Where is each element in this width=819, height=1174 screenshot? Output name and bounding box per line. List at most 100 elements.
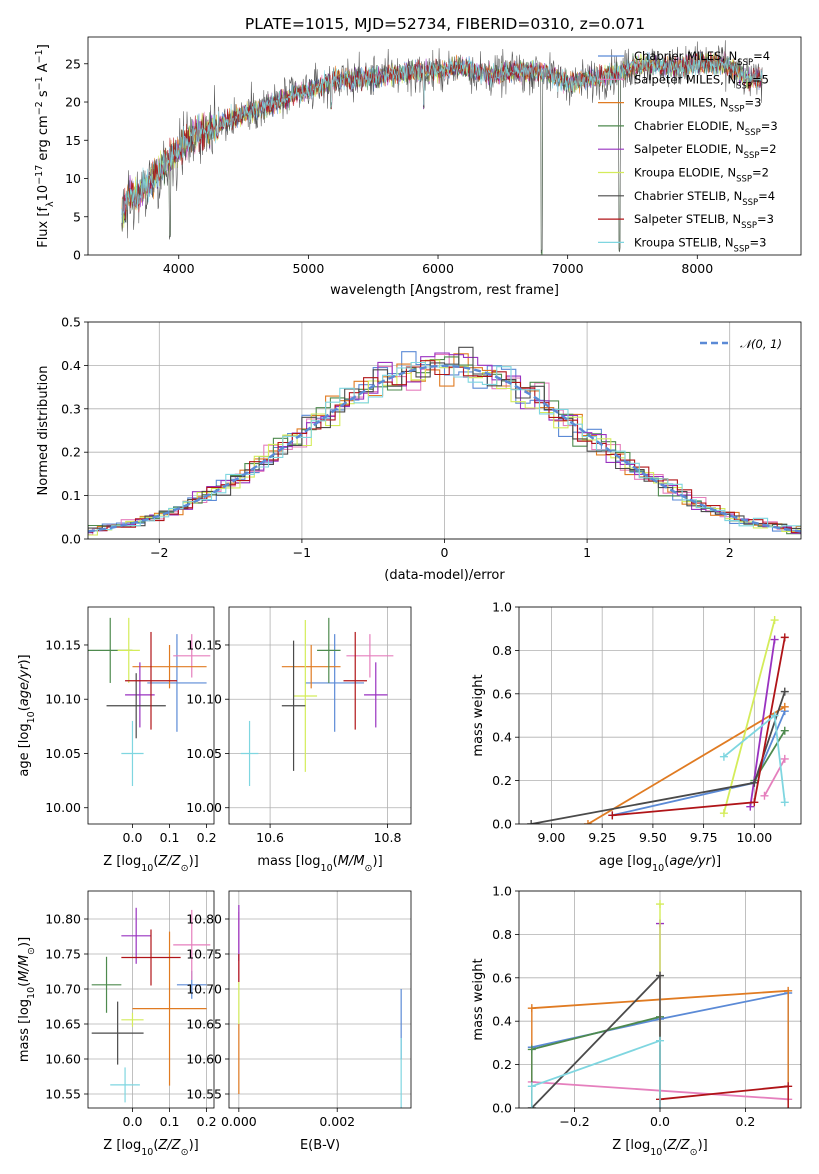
x-tick-label: 8000 <box>681 261 713 276</box>
x-axis-label: (data-model)/error <box>384 568 505 583</box>
y-axis-label: age [log10(age/yr)] <box>17 654 37 776</box>
x-axis-label: Z [log10(Z/Z⊙)] <box>612 1138 707 1158</box>
y-tick-label: 0.8 <box>492 927 512 942</box>
y-tick-label: 10.75 <box>45 947 81 962</box>
legend-label: Kroupa ELODIE, NSSP=2 <box>634 166 769 185</box>
legend-label: 𝒩(0, 1) <box>740 337 782 351</box>
weight-lines <box>527 900 793 1108</box>
y-tick-label: 10.10 <box>45 692 81 707</box>
x-axis-label: E(B-V) <box>300 1138 340 1153</box>
weight-series-line <box>531 974 661 1108</box>
y-tick-label: 10 <box>65 171 81 186</box>
y-tick-label: 0.5 <box>61 315 81 330</box>
y-tick-label: 0.6 <box>492 686 512 701</box>
errorbar-point <box>125 631 177 730</box>
y-axis-label: Flux [fλ10−17 erg cm−2 s−1 A−1] <box>34 44 56 248</box>
x-tick-label: 0.0 <box>123 1114 143 1129</box>
y-axis-label: mass weight <box>471 674 486 756</box>
x-tick-label: −2 <box>150 545 168 560</box>
weight-series-line <box>587 706 786 824</box>
y-tick-label: 10.00 <box>45 800 81 815</box>
axes-frame <box>518 606 802 825</box>
y-tick-label: 10.60 <box>186 1052 222 1067</box>
axes-frame <box>228 890 412 1109</box>
histogram-group <box>88 346 801 536</box>
spectrum-panel: 4000 5000 6000 7000 8000 0 5 10 15 20 25 Chabrier M… <box>34 36 802 298</box>
legend-label: Kroupa STELIB, NSSP=3 <box>634 235 766 254</box>
y-tick-label: 0.0 <box>492 817 512 832</box>
weight-series-line <box>763 758 786 797</box>
x-tick-label: −1 <box>293 545 311 560</box>
x-axis-label: mass [log10(M/M⊙)] <box>257 854 382 874</box>
y-tick-label: 10.80 <box>45 912 81 927</box>
x-axis-label: wavelength [Angstrom, rest frame] <box>330 283 559 298</box>
x-tick-label: 0.2 <box>736 1114 756 1129</box>
legend-label: Salpeter STELIB, NSSP=3 <box>634 212 774 231</box>
weight-marker <box>770 711 779 720</box>
x-tick-label: 7000 <box>552 261 584 276</box>
y-tick-label: 10.65 <box>186 1017 222 1032</box>
y-tick-label: 10.10 <box>186 692 222 707</box>
weight-marker <box>608 811 617 820</box>
y-tick-label: 10.55 <box>45 1087 81 1102</box>
y-tick-label: 10.70 <box>186 982 222 997</box>
y-tick-label: 10.15 <box>45 637 81 652</box>
histogram-series <box>88 361 801 532</box>
weight-marker <box>770 616 779 625</box>
weight-marker <box>527 820 536 824</box>
errorbar-group <box>91 907 211 1103</box>
x-tick-label: 0 <box>441 545 449 560</box>
weight-vs-metallicity-panel: −0.2 0.0 0.2 0.0 0.2 0.4 0.6 0.8 1.0 Z [log10(Z/Z… <box>471 884 802 1158</box>
spectrum-lines <box>121 40 763 255</box>
weight-marker <box>780 798 789 807</box>
figure-title: PLATE=1015, MJD=52734, FIBERID=0310, z=0… <box>245 15 645 33</box>
y-tick-label: 20 <box>65 95 81 110</box>
y-tick-label: 10.80 <box>186 912 222 927</box>
legend-label: Chabrier STELIB, NSSP=4 <box>634 189 775 208</box>
x-tick-label: 5000 <box>292 261 324 276</box>
y-tick-label: 0.0 <box>492 1101 512 1116</box>
y-tick-label: 1.0 <box>492 884 512 899</box>
errorbar-point <box>91 956 122 1013</box>
spectrum-legend: Chabrier MILES, NSSP=4 Salpeter MILES, NS… <box>598 49 778 254</box>
axes-frame <box>87 606 215 825</box>
errorbar-point <box>121 720 144 787</box>
weight-marker <box>780 702 789 711</box>
y-tick-label: 25 <box>65 56 81 71</box>
axes-frame <box>87 36 802 256</box>
spectrum-series-line <box>121 52 763 223</box>
x-tick-label: 0.1 <box>160 830 180 845</box>
errorbar-point <box>121 907 151 964</box>
mass-vs-metallicity-panel: 0.0 0.1 0.2 10.55 10.60 10.65 10.70 10.75 10.80 Z… <box>17 890 217 1158</box>
y-tick-label: 10.75 <box>186 947 222 962</box>
weight-series-line <box>531 1039 661 1088</box>
y-tick-label: 0.3 <box>61 401 81 416</box>
errorbar-point <box>364 662 388 728</box>
y-tick-label: 0.8 <box>492 643 512 658</box>
x-tick-label: 10.8 <box>374 830 402 845</box>
errorbar-point <box>106 673 166 739</box>
y-tick-label: 10.60 <box>45 1052 81 1067</box>
y-tick-label: 10.05 <box>186 746 222 761</box>
errorbar-point <box>147 634 207 732</box>
x-tick-label: 0.2 <box>197 830 217 845</box>
y-axis-label: mass [log10(M/M⊙)] <box>17 937 37 1062</box>
weight-series-line <box>612 710 786 817</box>
legend-label: Salpeter ELODIE, NSSP=2 <box>634 142 777 161</box>
errorbar-point <box>281 644 341 689</box>
errorbar-point <box>293 620 318 772</box>
x-axis-label: Z [log10(Z/Z⊙)] <box>103 1138 198 1158</box>
errorbar-point <box>173 634 211 678</box>
y-tick-label: 0.4 <box>492 730 512 745</box>
x-tick-label: 9.00 <box>538 830 566 845</box>
weight-marker <box>746 802 755 811</box>
errorbar-point <box>125 662 155 728</box>
y-tick-label: 1.0 <box>492 600 512 615</box>
weight-marker <box>750 798 759 807</box>
y-tick-label: 5 <box>73 209 81 224</box>
x-tick-label: −0.2 <box>559 1114 589 1129</box>
x-tick-label: 0.0 <box>123 830 143 845</box>
errorbar-point <box>240 720 259 787</box>
normal-reference-curve <box>88 364 801 533</box>
